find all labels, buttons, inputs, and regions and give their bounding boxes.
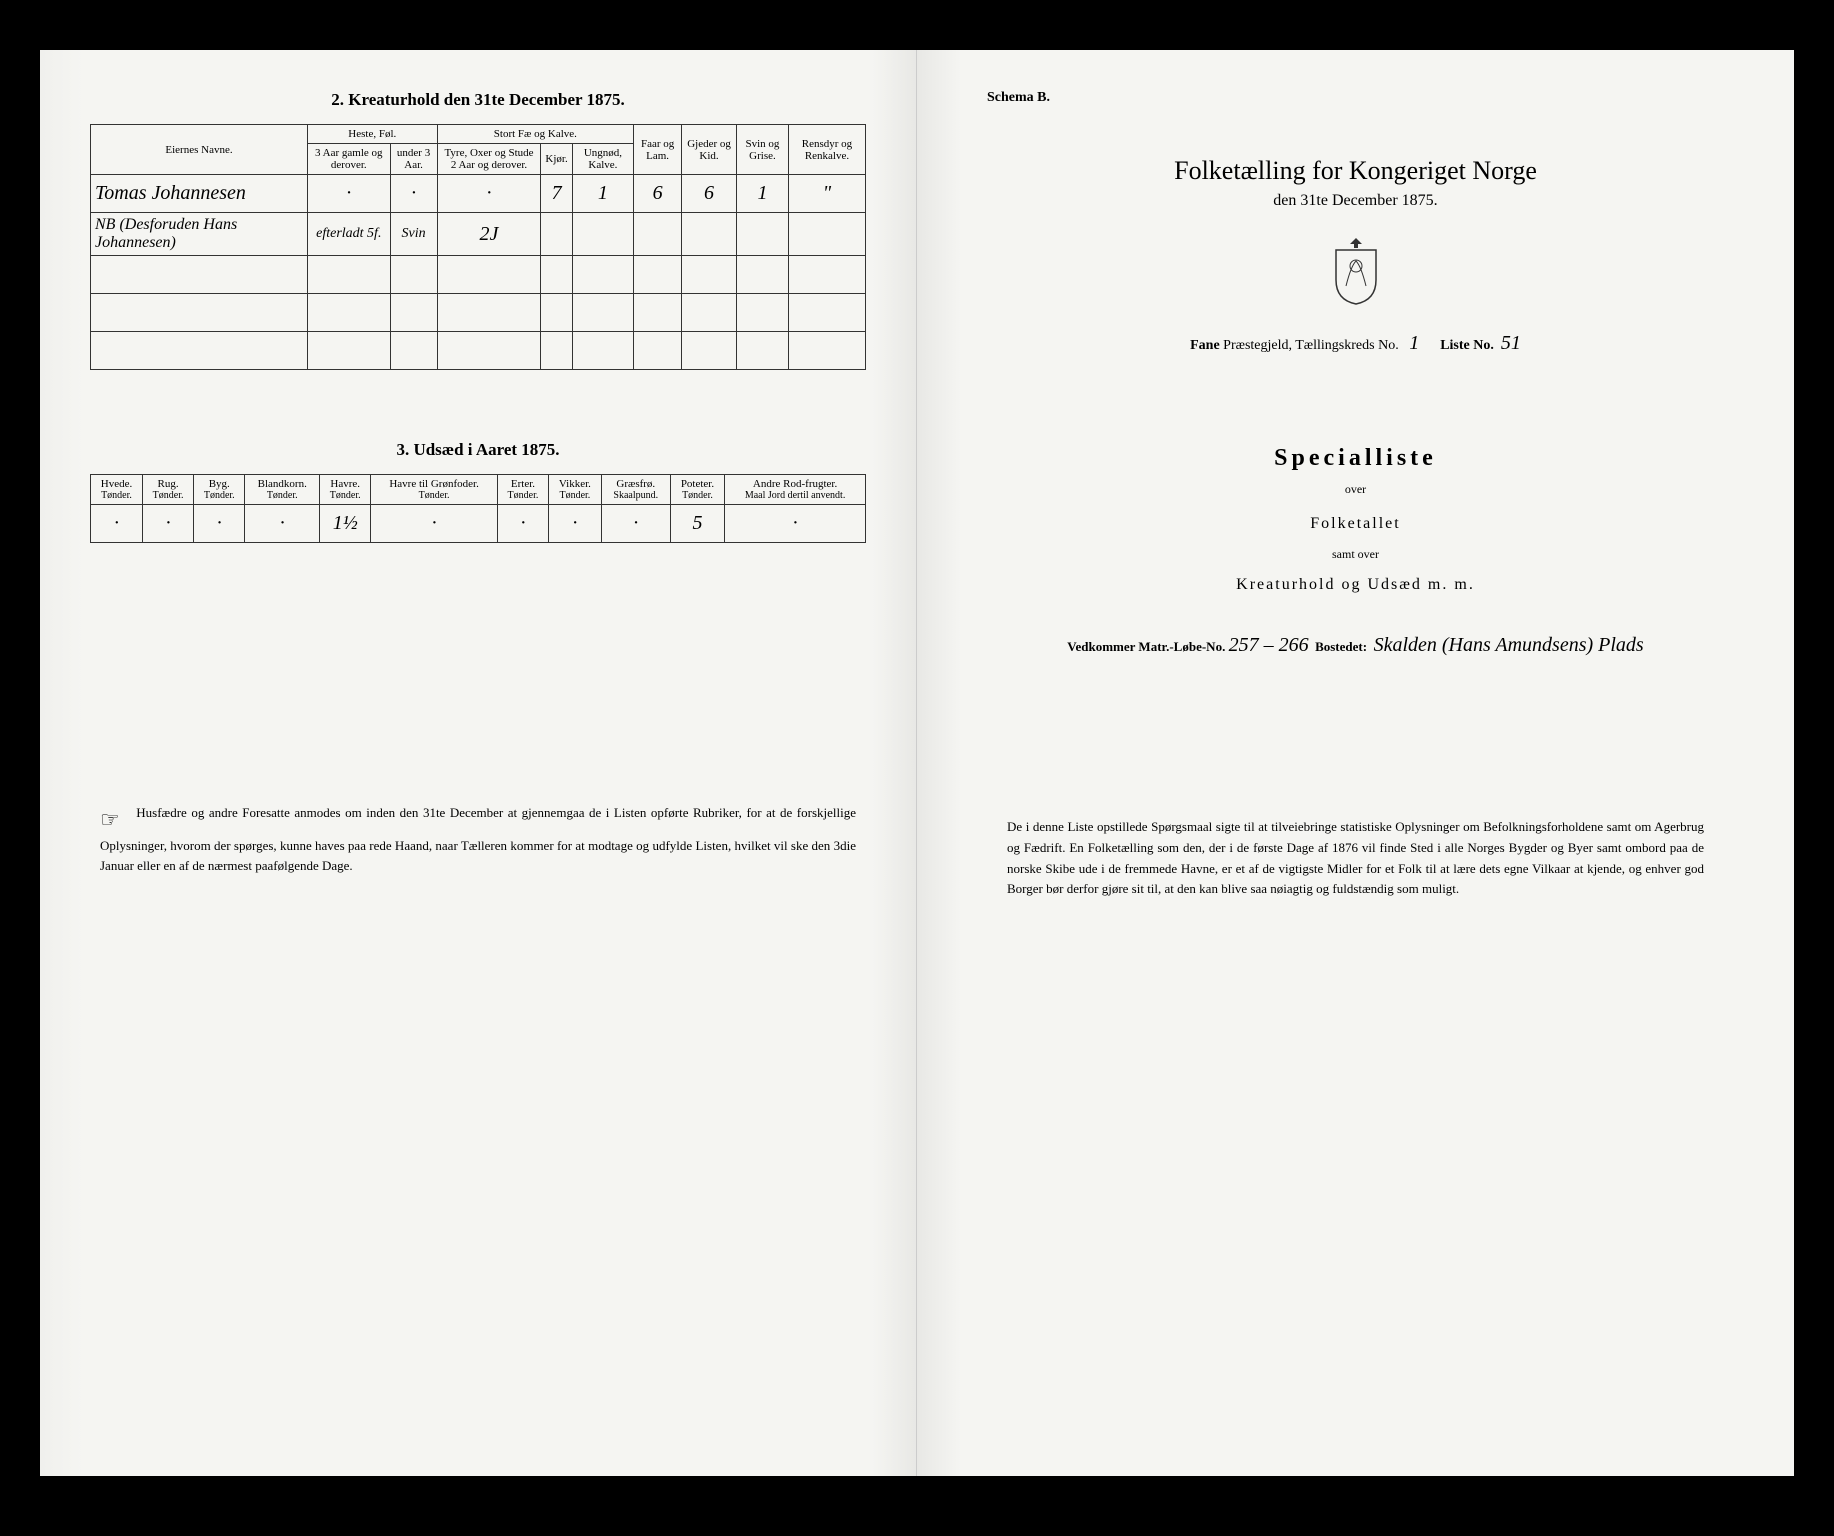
col: Græsfrø.Skaalpund. bbox=[601, 475, 670, 505]
grp-horse: Heste, Føl. bbox=[308, 125, 438, 144]
col-sheep: Faar og Lam. bbox=[634, 125, 682, 175]
table-row: NB (Desforuden Hans Johannesen) efterlad… bbox=[91, 213, 866, 256]
table3-title: 3. Udsæd i Aaret 1875. bbox=[90, 440, 866, 460]
col-horse-a: 3 Aar gamle og derover. bbox=[308, 144, 391, 175]
kreatur-label: Kreaturhold og Udsæd m. m. bbox=[967, 576, 1744, 594]
table2-title: 2. Kreaturhold den 31te December 1875. bbox=[90, 90, 866, 110]
cell-name: NB (Desforuden Hans Johannesen) bbox=[91, 213, 308, 256]
right-footnote: De i denne Liste opstillede Spørgsmaal s… bbox=[967, 817, 1744, 900]
cell: Svin bbox=[390, 213, 437, 256]
cell: 1 bbox=[736, 175, 788, 213]
scan-frame: 2. Kreaturhold den 31te December 1875. E… bbox=[0, 0, 1834, 1536]
col-rein: Rensdyr og Renkalve. bbox=[788, 125, 865, 175]
table-row bbox=[91, 256, 866, 294]
folketallet-label: Folketallet bbox=[967, 515, 1744, 533]
col: Blandkorn.Tønder. bbox=[245, 475, 320, 505]
table-row bbox=[91, 294, 866, 332]
cell-name: Tomas Johannesen bbox=[91, 175, 308, 213]
col: Poteter.Tønder. bbox=[670, 475, 724, 505]
left-footnote: ☞ Husfædre og andre Foresatte anmodes om… bbox=[90, 803, 866, 875]
col-owner: Eiernes Navne. bbox=[91, 125, 308, 175]
schema-label: Schema B. bbox=[987, 90, 1744, 106]
col-goat: Gjeder og Kid. bbox=[682, 125, 737, 175]
vedkommer-line: Vedkommer Matr.-Løbe-No. 257 – 266 Boste… bbox=[967, 634, 1744, 657]
cell: 1½ bbox=[320, 505, 371, 543]
cell: 5 bbox=[670, 505, 724, 543]
col: Hvede.Tønder. bbox=[91, 475, 143, 505]
cell: 2J bbox=[437, 213, 541, 256]
grp-cattle: Stort Fæ og Kalve. bbox=[437, 125, 634, 144]
table-row: ···· 1½ ···· 5 · bbox=[91, 505, 866, 543]
pointer-icon: ☞ bbox=[100, 803, 120, 836]
table-row: Tomas Johannesen · · · 7 1 6 6 1 " bbox=[91, 175, 866, 213]
over-label: over bbox=[967, 482, 1744, 497]
cell: 6 bbox=[634, 175, 682, 213]
census-title: Folketælling for Kongeriget Norge bbox=[967, 156, 1744, 186]
col: Vikker.Tønder. bbox=[549, 475, 602, 505]
col: Rug.Tønder. bbox=[143, 475, 194, 505]
col: Havre.Tønder. bbox=[320, 475, 371, 505]
cell: 1 bbox=[572, 175, 633, 213]
specialliste-heading: Specialliste bbox=[967, 445, 1744, 472]
col-cattle-b: Kjør. bbox=[541, 144, 572, 175]
table-row bbox=[91, 332, 866, 370]
parish-line: Fane Præstegjeld, Tællingskreds No. 1 Li… bbox=[967, 332, 1744, 355]
col-cattle-c: Ungnød, Kalve. bbox=[572, 144, 633, 175]
coat-of-arms-icon bbox=[1326, 236, 1386, 306]
cell: 6 bbox=[682, 175, 737, 213]
col-cattle-a: Tyre, Oxer og Stude 2 Aar og derover. bbox=[437, 144, 541, 175]
col: Havre til Grønfoder.Tønder. bbox=[371, 475, 498, 505]
left-page: 2. Kreaturhold den 31te December 1875. E… bbox=[40, 50, 917, 1476]
samt-label: samt over bbox=[967, 547, 1744, 562]
col: Andre Rod-frugter.Maal Jord dertil anven… bbox=[725, 475, 866, 505]
col: Byg.Tønder. bbox=[194, 475, 245, 505]
right-page: Schema B. Folketælling for Kongeriget No… bbox=[917, 50, 1794, 1476]
col-horse-b: under 3 Aar. bbox=[390, 144, 437, 175]
col: Erter.Tønder. bbox=[497, 475, 548, 505]
census-subtitle: den 31te December 1875. bbox=[967, 192, 1744, 210]
col-pig: Svin og Grise. bbox=[736, 125, 788, 175]
cell: efterladt 5f. bbox=[308, 213, 391, 256]
table3: Hvede.Tønder. Rug.Tønder. Byg.Tønder. Bl… bbox=[90, 474, 866, 543]
cell: 7 bbox=[541, 175, 572, 213]
table2: Eiernes Navne. Heste, Føl. Stort Fæ og K… bbox=[90, 124, 866, 370]
book-spread: 2. Kreaturhold den 31te December 1875. E… bbox=[40, 50, 1794, 1476]
